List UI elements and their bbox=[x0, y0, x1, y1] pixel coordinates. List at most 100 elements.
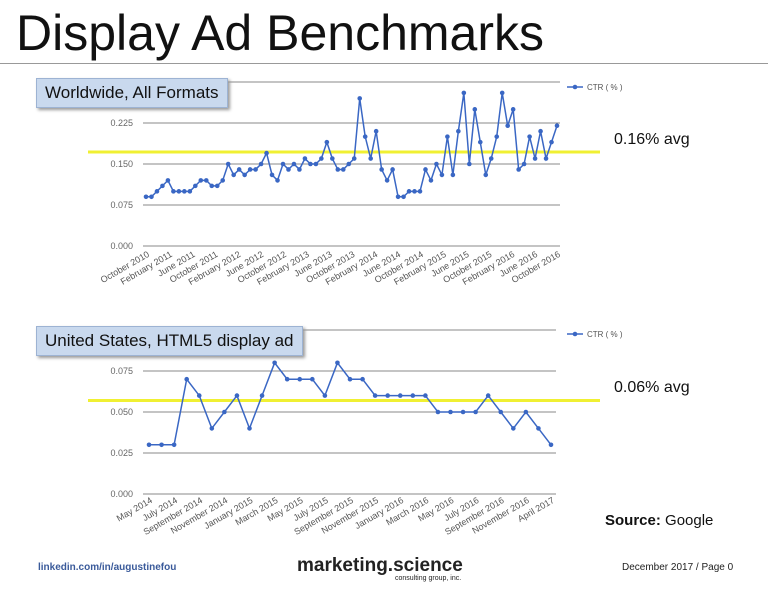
data-point bbox=[149, 194, 154, 200]
data-point bbox=[335, 360, 340, 366]
data-point bbox=[483, 172, 489, 178]
data-point bbox=[351, 156, 357, 161]
data-point bbox=[154, 189, 160, 194]
data-point bbox=[477, 139, 483, 145]
legend-marker bbox=[572, 331, 578, 337]
data-point bbox=[368, 156, 373, 161]
data-point bbox=[313, 161, 319, 167]
data-point bbox=[499, 90, 505, 96]
data-point bbox=[247, 426, 252, 431]
data-point bbox=[310, 376, 315, 382]
y-tick-label: 0.075 bbox=[110, 200, 133, 210]
data-point bbox=[435, 409, 441, 415]
legend-label: CTR ( % ) bbox=[587, 83, 623, 92]
data-point bbox=[302, 156, 308, 161]
brand-subtitle: consulting group, inc. bbox=[395, 575, 462, 582]
data-point bbox=[330, 156, 335, 161]
data-point bbox=[322, 393, 328, 398]
data-point bbox=[259, 393, 265, 398]
data-point bbox=[450, 172, 456, 178]
data-point bbox=[253, 167, 258, 172]
data-point bbox=[516, 167, 521, 172]
data-point bbox=[242, 172, 247, 178]
y-tick-label: 0.075 bbox=[110, 366, 133, 376]
data-point bbox=[340, 167, 346, 172]
data-point bbox=[335, 167, 341, 172]
data-point bbox=[373, 128, 379, 134]
data-point bbox=[284, 376, 290, 382]
data-point bbox=[291, 161, 297, 167]
data-point bbox=[428, 178, 434, 183]
data-point bbox=[439, 172, 445, 178]
data-point bbox=[423, 393, 428, 398]
title-underline bbox=[0, 63, 768, 64]
data-point bbox=[460, 409, 466, 415]
data-point bbox=[412, 189, 417, 194]
data-point bbox=[543, 156, 549, 161]
brand-logo: marketing.science bbox=[297, 555, 463, 576]
data-point bbox=[423, 167, 428, 172]
data-point bbox=[505, 123, 510, 129]
data-point bbox=[247, 167, 253, 172]
data-point bbox=[308, 161, 313, 167]
data-point bbox=[209, 183, 215, 189]
data-point bbox=[264, 150, 269, 156]
y-tick-label: 0.050 bbox=[110, 407, 133, 417]
data-point bbox=[360, 376, 365, 382]
data-point bbox=[187, 189, 193, 194]
data-point bbox=[362, 134, 368, 139]
data-point bbox=[461, 90, 467, 96]
data-point bbox=[395, 194, 401, 200]
data-point bbox=[346, 161, 352, 167]
data-point bbox=[379, 167, 384, 172]
data-point bbox=[146, 442, 152, 448]
data-point bbox=[401, 194, 406, 200]
data-point bbox=[494, 134, 500, 139]
data-point bbox=[234, 393, 240, 398]
data-point bbox=[286, 167, 291, 172]
data-point bbox=[324, 139, 330, 145]
data-point bbox=[159, 442, 164, 448]
data-point bbox=[209, 426, 215, 431]
data-point bbox=[536, 426, 541, 431]
data-point bbox=[448, 409, 453, 415]
data-point bbox=[406, 189, 412, 194]
chart2-avg-label: 0.06% avg bbox=[614, 379, 690, 396]
y-tick-label: 0.225 bbox=[110, 118, 133, 128]
data-point bbox=[357, 96, 363, 101]
data-point bbox=[176, 189, 182, 194]
data-point bbox=[473, 409, 478, 415]
data-point bbox=[523, 409, 529, 415]
data-point bbox=[198, 178, 204, 183]
data-point bbox=[193, 183, 198, 189]
data-point bbox=[467, 161, 472, 167]
data-point bbox=[171, 189, 176, 194]
data-point bbox=[203, 178, 209, 183]
data-point bbox=[347, 376, 353, 382]
data-point bbox=[165, 178, 171, 183]
data-point bbox=[236, 167, 242, 172]
data-point bbox=[410, 393, 416, 398]
data-point bbox=[511, 426, 516, 431]
data-point bbox=[384, 178, 390, 183]
data-point bbox=[390, 167, 395, 172]
page-title: Display Ad Benchmarks bbox=[16, 5, 545, 61]
data-point bbox=[225, 161, 231, 167]
data-point bbox=[472, 107, 478, 112]
data-point bbox=[548, 442, 554, 448]
data-point bbox=[319, 156, 324, 161]
source-label: Source: bbox=[605, 512, 661, 529]
data-point bbox=[397, 393, 403, 398]
legend-marker bbox=[572, 84, 578, 90]
y-tick-label: 0.025 bbox=[110, 448, 133, 458]
data-point bbox=[532, 156, 538, 161]
source-value: Google bbox=[665, 512, 714, 529]
linkedin-link[interactable]: linkedin.com/in/augustinefou bbox=[38, 562, 177, 573]
data-point bbox=[269, 172, 275, 178]
data-point bbox=[554, 123, 560, 129]
data-point bbox=[488, 156, 494, 161]
data-point bbox=[521, 161, 527, 167]
data-point bbox=[297, 376, 303, 382]
data-point bbox=[275, 178, 280, 183]
data-point bbox=[417, 189, 423, 194]
